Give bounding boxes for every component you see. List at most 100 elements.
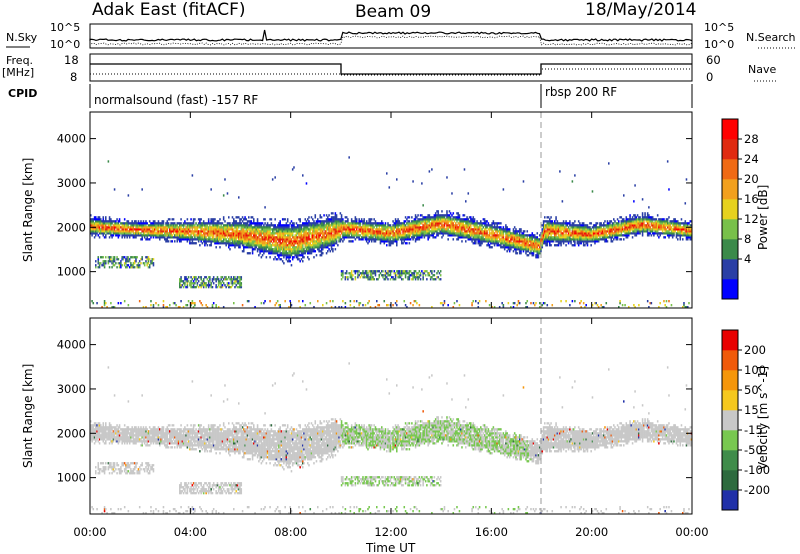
power-cell bbox=[264, 240, 266, 243]
power-cell bbox=[396, 270, 398, 273]
power-cell bbox=[295, 234, 298, 237]
power-cell bbox=[110, 222, 112, 225]
power-cell bbox=[381, 230, 383, 233]
power-cell bbox=[328, 218, 330, 221]
power-cell bbox=[554, 224, 556, 227]
power-cell bbox=[254, 222, 256, 225]
power-cell bbox=[452, 224, 455, 227]
power-cell bbox=[152, 224, 155, 227]
power-cell bbox=[332, 238, 334, 241]
power-cell bbox=[544, 240, 546, 243]
power-cell bbox=[122, 226, 125, 229]
power-cell bbox=[151, 222, 154, 225]
power-cell bbox=[488, 244, 491, 247]
power-cell bbox=[468, 220, 471, 223]
power-cell bbox=[266, 228, 269, 231]
power-cell bbox=[372, 276, 374, 279]
power-cell bbox=[256, 238, 259, 241]
power-cell bbox=[350, 220, 353, 223]
power-cell bbox=[143, 230, 146, 233]
power-cell bbox=[441, 222, 443, 225]
power-cell bbox=[308, 232, 310, 235]
power-cell bbox=[291, 252, 294, 255]
power-cell bbox=[180, 280, 182, 283]
power-cell bbox=[211, 278, 214, 281]
power-cell bbox=[106, 232, 108, 235]
power-cell bbox=[325, 222, 328, 225]
power-cell bbox=[413, 234, 416, 237]
power-cell bbox=[214, 240, 216, 243]
power-cell bbox=[334, 238, 337, 241]
power-cell bbox=[428, 236, 431, 239]
power-cell bbox=[205, 286, 207, 289]
power-cell bbox=[299, 244, 301, 247]
power-cell bbox=[439, 302, 442, 305]
power-cell bbox=[369, 228, 372, 231]
power-cell bbox=[349, 226, 352, 229]
power-cell bbox=[283, 242, 285, 245]
power-cell bbox=[300, 250, 303, 253]
power-cell bbox=[170, 228, 172, 231]
power-cell bbox=[392, 276, 394, 279]
power-cell bbox=[394, 230, 397, 233]
power-cell bbox=[529, 234, 531, 237]
power-cell bbox=[319, 214, 322, 217]
power-cell bbox=[551, 304, 554, 307]
power-cell bbox=[275, 258, 278, 261]
power-cell bbox=[431, 306, 433, 309]
power-cell bbox=[319, 230, 322, 233]
power-cell bbox=[406, 306, 408, 309]
power-cell bbox=[170, 224, 172, 227]
power-cell bbox=[513, 240, 516, 243]
power-cell bbox=[254, 224, 256, 227]
power-cell bbox=[283, 230, 285, 233]
power-cell bbox=[283, 248, 285, 251]
power-cell bbox=[470, 228, 472, 231]
power-cell bbox=[447, 224, 449, 227]
power-cell bbox=[194, 286, 196, 289]
power-cell bbox=[148, 258, 151, 261]
power-cell bbox=[369, 270, 372, 273]
power-cell bbox=[274, 224, 276, 227]
power-cell bbox=[367, 278, 369, 281]
power-cell bbox=[302, 256, 304, 259]
power-cell bbox=[549, 232, 551, 235]
power-cell bbox=[339, 222, 342, 225]
power-cell bbox=[530, 302, 532, 305]
power-cell bbox=[243, 236, 245, 239]
power-cell bbox=[291, 228, 294, 231]
power-cell bbox=[100, 218, 102, 221]
power-cell bbox=[312, 226, 314, 229]
power-cell bbox=[408, 228, 411, 231]
power-cell bbox=[365, 224, 368, 227]
power-cell bbox=[471, 304, 473, 307]
power-cell bbox=[164, 230, 166, 233]
power-cell bbox=[432, 224, 434, 227]
power-cell bbox=[325, 220, 328, 223]
power-cell bbox=[429, 224, 432, 227]
power-cell bbox=[118, 230, 121, 233]
power-cell bbox=[172, 228, 175, 231]
power-cell bbox=[296, 256, 299, 259]
power-cell bbox=[560, 222, 562, 225]
power-cell bbox=[275, 248, 278, 251]
power-cell bbox=[476, 222, 478, 225]
power-cell bbox=[231, 242, 234, 245]
power-cell bbox=[145, 260, 147, 263]
power-cell bbox=[291, 242, 294, 245]
power-cell bbox=[214, 232, 216, 235]
power-cell bbox=[117, 224, 120, 227]
power-cell bbox=[90, 218, 92, 221]
power-cell bbox=[523, 236, 526, 239]
power-cell bbox=[258, 234, 260, 237]
power-cell bbox=[468, 226, 471, 229]
power-cell bbox=[448, 218, 451, 221]
power-cell bbox=[184, 236, 186, 239]
power-cell bbox=[560, 228, 562, 231]
power-cell bbox=[250, 240, 253, 243]
power-cell bbox=[254, 240, 256, 243]
power-cell bbox=[557, 238, 560, 241]
power-cell bbox=[501, 242, 503, 245]
power-cell bbox=[329, 232, 332, 235]
power-cell bbox=[416, 272, 418, 275]
